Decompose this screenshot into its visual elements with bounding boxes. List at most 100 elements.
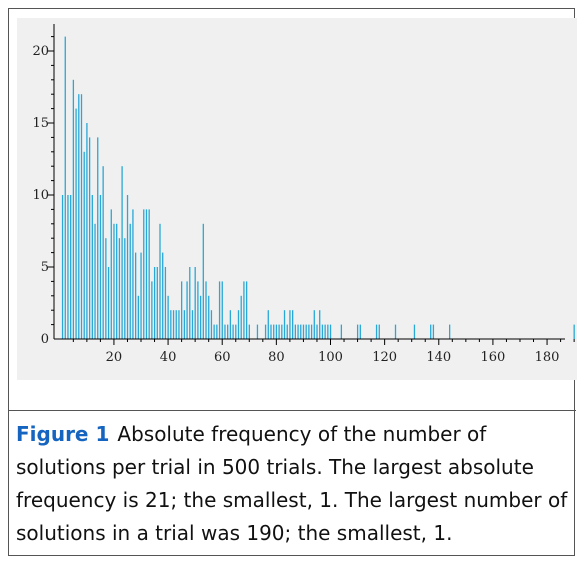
histogram-bar [297,324,299,339]
histogram-bar [229,310,232,339]
x-tick-label: 40 [160,350,177,365]
histogram-bar [302,324,305,339]
histogram-bar [143,209,145,339]
histogram-bar [80,94,83,339]
histogram-bar [213,324,215,339]
histogram-bar [305,324,307,339]
histogram-bar [248,324,250,339]
figure-label: Figure 1 [16,422,110,446]
histogram-bar [232,324,234,339]
histogram-bar [121,166,123,339]
caption-divider [9,410,576,411]
histogram-bar [156,267,158,339]
histogram-bar [145,209,148,339]
histogram-bar [313,310,315,339]
histogram-bar [359,324,361,339]
histogram-bar [324,324,326,339]
histogram-bar [167,295,169,339]
histogram-bar [237,310,240,339]
histogram-bar [159,223,161,339]
histogram-bar [170,310,172,339]
x-tick-label: 80 [268,350,285,365]
histogram-bar [113,223,115,339]
histogram-chart: 20 40 60 80 100 120 140 160 180 0 5 10 15 20 [32,24,575,365]
histogram-bar [270,324,272,339]
histogram-bar [61,195,64,339]
histogram-bar [308,324,310,339]
histogram-bar [189,267,191,339]
histogram-bar [186,281,188,339]
histogram-bar [97,137,99,339]
histogram-bar [278,324,280,339]
histogram-bar [378,324,380,339]
histogram-bar [286,324,288,339]
histogram-bar [64,36,66,339]
histogram-bar [197,281,199,339]
histogram-bar [105,238,107,339]
histogram-bar [240,295,242,339]
histogram-bar [316,324,318,339]
histogram-bar [216,324,218,339]
histogram-bar [151,281,153,339]
histogram-bar [137,295,139,339]
histogram-bar [394,324,397,339]
histogram-bar [208,295,210,339]
histogram-bar [319,310,321,339]
histogram-bar [140,252,142,339]
histogram-bar [245,281,248,339]
histogram-bar [67,195,69,339]
histogram-bar [175,310,177,339]
histogram-bar [94,223,96,339]
x-tick-label: 120 [372,350,397,365]
histogram-bar [340,324,343,339]
histogram-bar [243,281,245,339]
figure-frame: 20 40 60 80 100 120 140 160 180 0 5 10 15 20 [8,8,577,556]
figure-caption: Figure 1 Absolute frequency of the number… [16,418,572,550]
histogram-bar [118,238,121,339]
histogram-bar [449,324,451,339]
histogram-bar [275,324,278,339]
plot-area: 20 40 60 80 100 120 140 160 180 0 5 10 15 20 [17,18,577,380]
histogram-bar [289,310,291,339]
histogram-bar [224,324,226,339]
histogram-bar [256,324,259,339]
y-tick-label: 20 [32,44,49,59]
histogram-bar [221,281,223,339]
histogram-bar [172,310,175,339]
histogram-bar [88,137,91,339]
histogram-bar [205,281,207,339]
histogram-bar [86,123,88,339]
histogram-bar [102,166,104,339]
histogram-bar [310,324,313,339]
histogram-bar [321,324,324,339]
histogram-bar [83,151,85,339]
histogram-bar [283,310,286,339]
histogram-bar [327,324,329,339]
histogram-bar [375,324,378,339]
histogram-bar [107,267,110,339]
histogram-bar [91,195,93,339]
histogram-bar [132,209,134,339]
y-tick-label: 10 [32,188,49,203]
histogram-bar [148,209,150,339]
histogram-bar [235,324,237,339]
histogram-bar [75,108,77,339]
x-tick-label: 20 [106,350,123,365]
histogram-bar [267,310,269,339]
histogram-bar [124,238,126,339]
histogram-bar [181,281,183,339]
caption-text: Absolute frequency of the number of solu… [16,422,568,545]
histogram-bar [72,79,75,340]
histogram-bar [178,310,180,339]
histogram-bar [99,195,102,339]
histogram-bar [273,324,275,339]
histogram-bar [264,324,267,339]
histogram-bar [300,324,302,339]
histogram-bar [134,252,137,339]
histogram-bar [281,324,283,339]
histogram-bar [129,223,131,339]
histogram-bar [210,310,213,339]
x-tick-label: 180 [535,350,560,365]
histogram-bar [153,267,156,339]
y-tick-label: 0 [41,332,49,347]
